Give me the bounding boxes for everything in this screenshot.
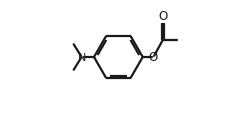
Text: O: O	[149, 51, 158, 64]
Text: O: O	[158, 10, 168, 22]
Text: N: N	[78, 53, 87, 62]
